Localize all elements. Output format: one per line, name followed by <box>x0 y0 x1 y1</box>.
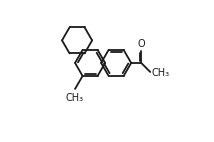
Text: CH₃: CH₃ <box>152 68 170 78</box>
Text: O: O <box>137 39 145 49</box>
Text: CH₃: CH₃ <box>65 93 83 103</box>
